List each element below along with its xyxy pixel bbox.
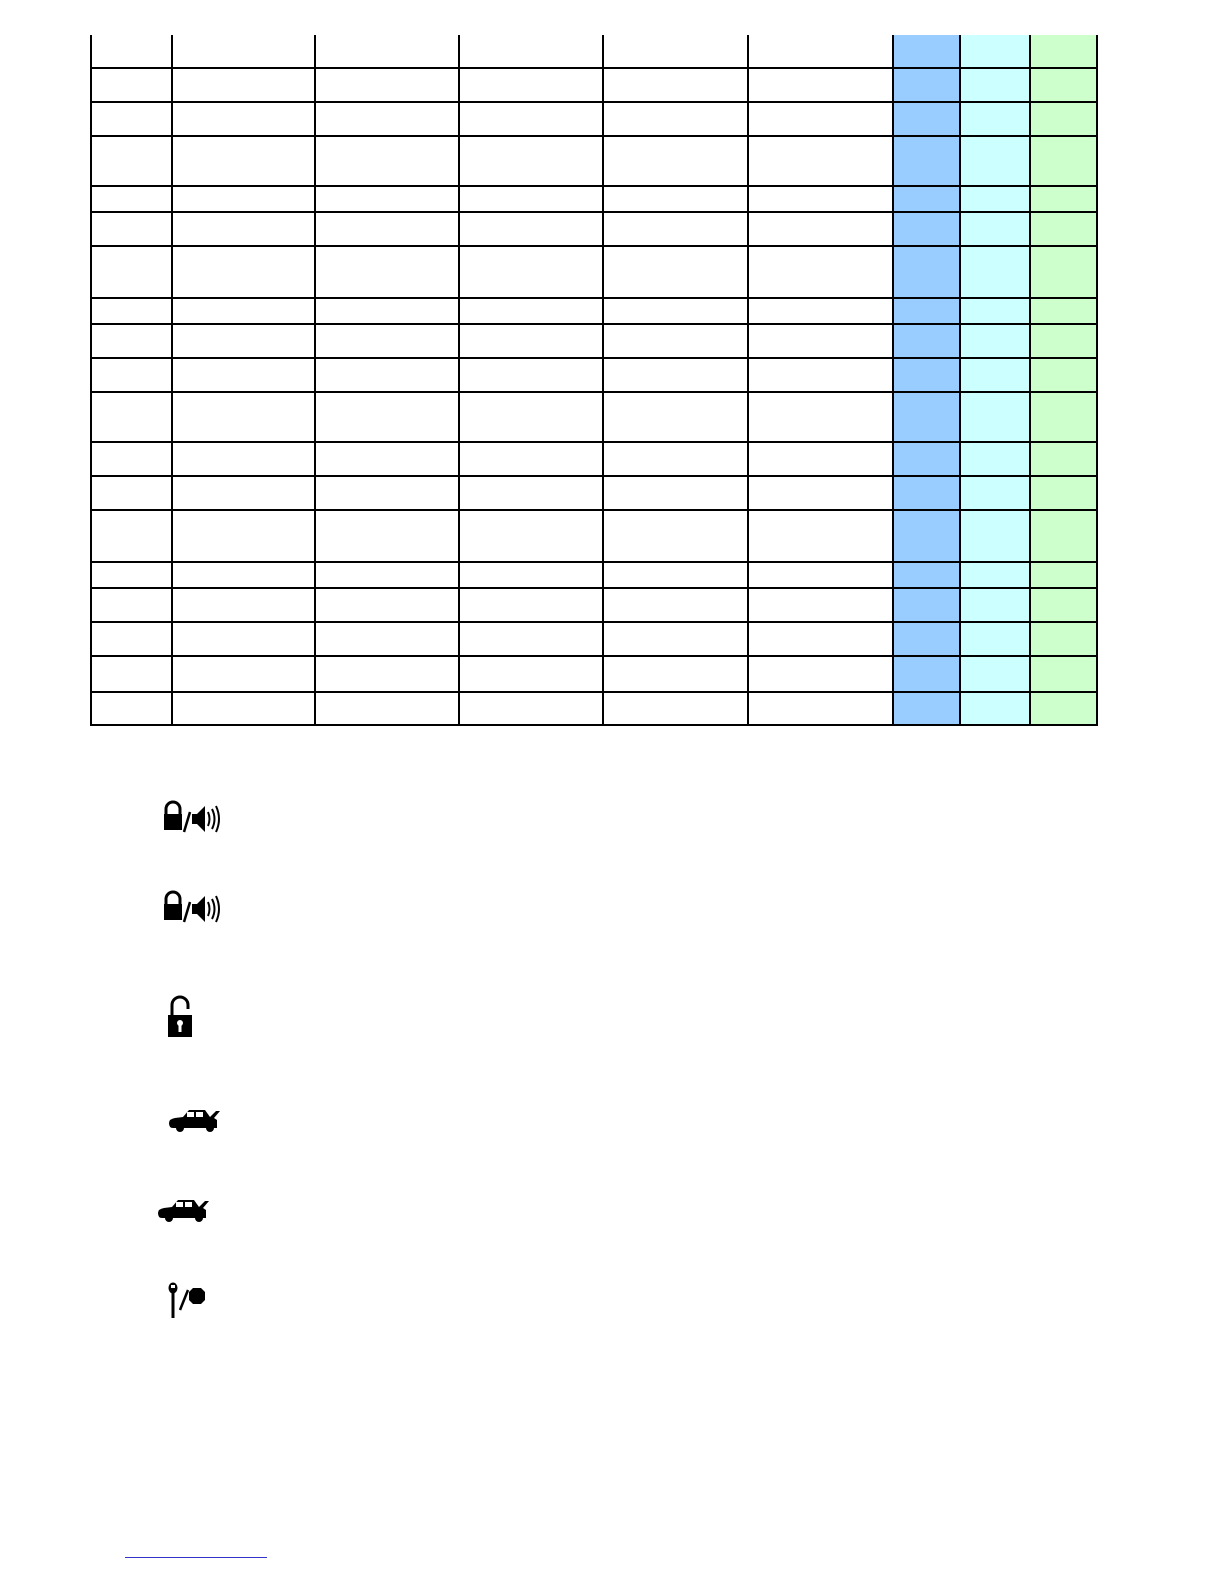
column-divider (747, 35, 749, 726)
column-divider (959, 35, 961, 726)
row-divider (91, 67, 1098, 69)
column-divider (1029, 35, 1031, 726)
column-divider (602, 35, 604, 726)
row-divider (91, 621, 1098, 623)
row-divider (91, 101, 1098, 103)
row-divider (91, 135, 1098, 137)
column-divider (171, 35, 173, 726)
row-divider (91, 587, 1098, 589)
row-divider (91, 561, 1098, 563)
shaded-column (960, 35, 1030, 725)
column-divider (90, 35, 92, 726)
footnote-rule (125, 1557, 267, 1558)
trunk-open-icon (156, 1198, 210, 1233)
lock-horn-icon (162, 890, 222, 929)
unlock-icon (166, 995, 194, 1044)
shaded-column (1030, 35, 1097, 725)
row-divider (91, 185, 1098, 187)
shaded-column (893, 35, 960, 725)
row-divider (91, 509, 1098, 511)
lock-horn-icon (162, 800, 222, 839)
trunk-open-icon (167, 1108, 221, 1143)
column-divider (314, 35, 316, 726)
row-divider (91, 691, 1098, 693)
column-divider (1096, 35, 1098, 726)
row-divider (91, 441, 1098, 443)
row-divider (91, 245, 1098, 247)
key-stop-icon (168, 1282, 212, 1325)
column-divider (458, 35, 460, 726)
row-divider (91, 475, 1098, 477)
row-divider (91, 655, 1098, 657)
column-divider (892, 35, 894, 726)
row-divider (91, 357, 1098, 359)
row-divider (91, 297, 1098, 299)
row-divider (91, 724, 1098, 726)
row-divider (91, 391, 1098, 393)
row-divider (91, 211, 1098, 213)
row-divider (91, 323, 1098, 325)
